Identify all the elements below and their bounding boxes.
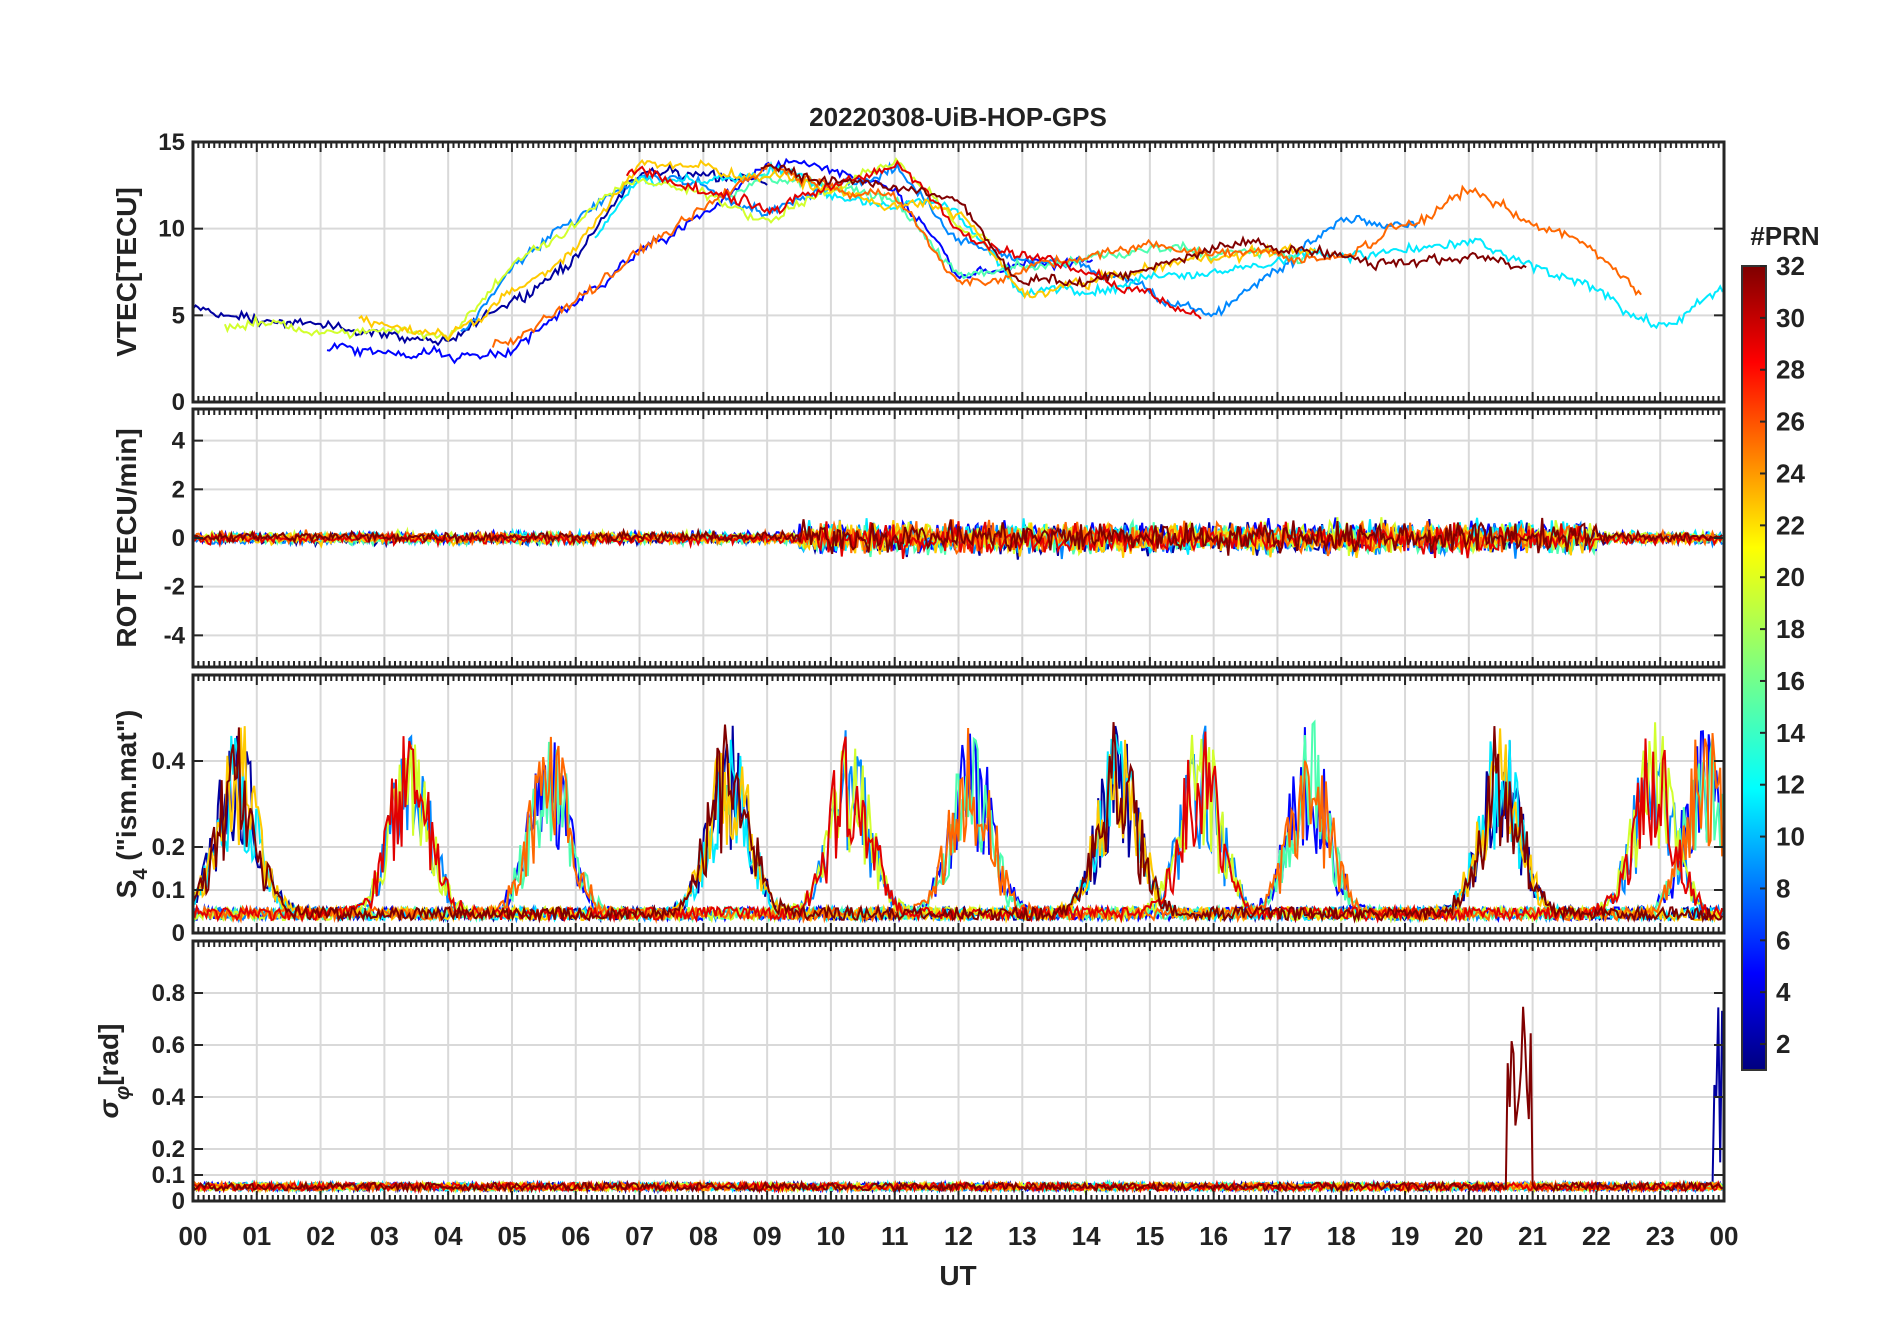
colorbar-tick-label: 22 [1776, 510, 1805, 540]
y-tick-label: 0 [172, 1188, 185, 1215]
x-tick-label: 09 [753, 1221, 782, 1251]
x-tick-label: 20 [1454, 1221, 1483, 1251]
y-tick-label: 0 [172, 389, 185, 416]
x-tick-label: 02 [306, 1221, 335, 1251]
series-prn-32 [760, 163, 1527, 288]
y-tick-label: 0.4 [152, 748, 186, 775]
y-axis-label: VTEC[TECU] [111, 187, 142, 357]
panel-rot: -4 -2 0 2 4 ROT [TECU/min] [111, 407, 1726, 669]
colorbar-tick-label: 30 [1776, 303, 1805, 333]
traces-sigma_phi [193, 1006, 1724, 1195]
y-tick-label: 0 [172, 920, 185, 947]
series-prn-32 [193, 1006, 1723, 1195]
y-axis-label: σφ[rad] [93, 1024, 134, 1119]
y-tick-label: 0 [172, 525, 185, 552]
traces-vtec [193, 157, 1724, 365]
x-tick-label: 08 [689, 1221, 718, 1251]
y-tick-label: 4 [172, 428, 186, 455]
panel-vtec: 0 5 10 15 VTEC[TECU] [111, 129, 1726, 416]
x-tick-label: 07 [625, 1221, 654, 1251]
panel-sigma_phi: 00.10.2 0.4 0.6 0.8 σφ[rad] [93, 939, 1726, 1215]
colorbar-tick-label: 18 [1776, 614, 1805, 644]
colorbar-title: #PRN [1750, 221, 1819, 251]
colorbar-tick-label: 28 [1776, 355, 1805, 385]
x-tick-label: 22 [1582, 1221, 1611, 1251]
colorbar-tick-label: 16 [1776, 666, 1805, 696]
y-axis-label: S4 ("ism.mat") [111, 710, 152, 899]
series-prn-19 [223, 157, 991, 341]
chart-title: 20220308-UiB-HOP-GPS [809, 102, 1107, 132]
y-axis-label: ROT [TECU/min] [111, 428, 142, 647]
y-tick-label: 0.6 [152, 1032, 185, 1059]
x-tick-label: 00 [179, 1221, 208, 1251]
x-tick-label: 03 [370, 1221, 399, 1251]
traces-rot [193, 517, 1724, 560]
x-tick-label: 15 [1135, 1221, 1164, 1251]
x-tick-label: 17 [1263, 1221, 1292, 1251]
x-tick-label: 00 [1710, 1221, 1739, 1251]
y-tick-label: 0.2 [152, 1136, 185, 1163]
x-tick-label: 05 [497, 1221, 526, 1251]
x-tick-label: 23 [1646, 1221, 1675, 1251]
x-axis-label: UT [939, 1260, 976, 1291]
colorbar-tick-label: 32 [1776, 251, 1805, 281]
y-tick-label: 0.1 [152, 877, 185, 904]
x-tick-labels: 00 01 02 03 04 05 06 07 08 09 10 11 12 13 14 15 16 17 18 19… [179, 1221, 1739, 1251]
colorbar-tick-label: 2 [1776, 1029, 1790, 1059]
traces-s4 [193, 719, 1724, 924]
series-prn-12 [594, 160, 1724, 330]
colorbar-tick-label: 6 [1776, 925, 1790, 955]
y-tick-label: 0.8 [152, 980, 185, 1007]
colorbar-tick-label: 4 [1776, 977, 1791, 1007]
series-prn-2 [193, 162, 768, 347]
x-tick-label: 12 [944, 1221, 973, 1251]
series-prn-25 [193, 519, 1723, 557]
x-tick-label: 11 [881, 1221, 909, 1251]
x-tick-label: 16 [1199, 1221, 1228, 1251]
series-prn-32 [193, 517, 1723, 556]
colorbar-tick-label: 24 [1776, 458, 1805, 488]
colorbar-tick-label: 20 [1776, 562, 1805, 592]
colorbar-tick-label: 12 [1776, 770, 1805, 800]
x-tick-label: 04 [434, 1221, 463, 1251]
y-tick-label: 5 [172, 302, 185, 329]
x-tick-label: 18 [1327, 1221, 1356, 1251]
panel-s4: 0 0.1 0.2 0.4S4 ("ism.mat") [111, 673, 1726, 947]
y-tick-label: 0.1 [152, 1162, 185, 1189]
y-tick-label: -4 [164, 622, 186, 649]
x-tick-label: 13 [1008, 1221, 1037, 1251]
x-tick-label: 06 [561, 1221, 590, 1251]
colorbar-tick-label: 8 [1776, 873, 1790, 903]
y-tick-label: -2 [164, 574, 185, 601]
series-prn-9 [460, 161, 1419, 333]
x-tick-label: 19 [1391, 1221, 1420, 1251]
colorbar-tick-label: 14 [1776, 718, 1805, 748]
x-tick-label: 10 [816, 1221, 845, 1251]
x-tick-label: 21 [1518, 1221, 1547, 1251]
y-tick-label: 2 [172, 476, 185, 503]
colorbar-gradient [1741, 265, 1767, 1071]
series-prn-5 [326, 157, 1094, 365]
y-tick-label: 0.4 [152, 1084, 186, 1111]
colorbar-tick-label: 26 [1776, 407, 1805, 437]
y-tick-label: 10 [158, 216, 185, 243]
x-tick-label: 14 [1072, 1221, 1101, 1251]
y-tick-label: 0.2 [152, 834, 185, 861]
series-prn-32 [193, 722, 1723, 924]
colorbar-tick-label: 10 [1776, 822, 1805, 852]
series-prn-29 [625, 159, 1202, 320]
x-tick-label: 01 [242, 1221, 271, 1251]
y-tick-label: 15 [158, 129, 185, 156]
